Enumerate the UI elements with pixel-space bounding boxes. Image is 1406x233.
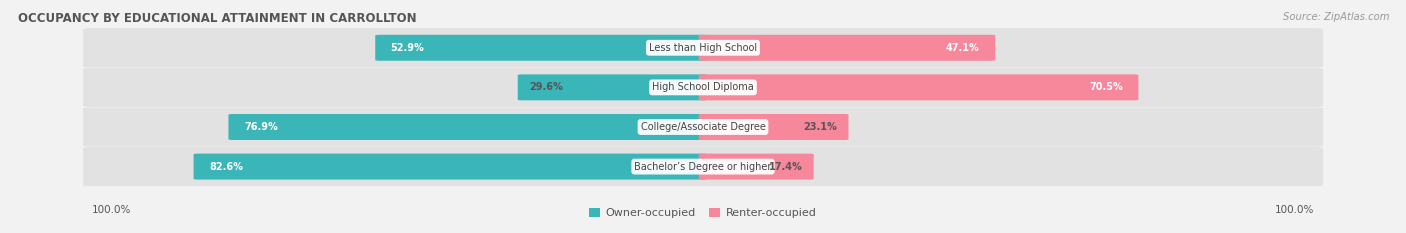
Text: OCCUPANCY BY EDUCATIONAL ATTAINMENT IN CARROLLTON: OCCUPANCY BY EDUCATIONAL ATTAINMENT IN C… (18, 12, 418, 25)
Text: 23.1%: 23.1% (803, 122, 837, 132)
Text: 100.0%: 100.0% (91, 205, 131, 215)
FancyBboxPatch shape (83, 68, 1323, 107)
Text: 29.6%: 29.6% (529, 82, 562, 92)
Text: 47.1%: 47.1% (946, 43, 980, 53)
FancyBboxPatch shape (699, 114, 848, 140)
FancyBboxPatch shape (83, 107, 1323, 147)
Text: High School Diploma: High School Diploma (652, 82, 754, 92)
Text: 17.4%: 17.4% (769, 162, 803, 171)
Text: Bachelor’s Degree or higher: Bachelor’s Degree or higher (634, 162, 772, 171)
FancyBboxPatch shape (699, 154, 814, 180)
Text: Less than High School: Less than High School (650, 43, 756, 53)
Text: 82.6%: 82.6% (209, 162, 243, 171)
FancyBboxPatch shape (517, 74, 707, 100)
Legend: Owner-occupied, Renter-occupied: Owner-occupied, Renter-occupied (589, 208, 817, 218)
FancyBboxPatch shape (194, 154, 707, 180)
FancyBboxPatch shape (83, 28, 1323, 67)
Text: 70.5%: 70.5% (1090, 82, 1123, 92)
FancyBboxPatch shape (699, 74, 1139, 100)
FancyBboxPatch shape (83, 147, 1323, 186)
Text: 100.0%: 100.0% (1275, 205, 1315, 215)
FancyBboxPatch shape (375, 35, 707, 61)
FancyBboxPatch shape (228, 114, 707, 140)
Text: 52.9%: 52.9% (391, 43, 425, 53)
Text: Source: ZipAtlas.com: Source: ZipAtlas.com (1282, 12, 1389, 22)
FancyBboxPatch shape (699, 35, 995, 61)
Text: College/Associate Degree: College/Associate Degree (641, 122, 765, 132)
Text: 76.9%: 76.9% (243, 122, 277, 132)
